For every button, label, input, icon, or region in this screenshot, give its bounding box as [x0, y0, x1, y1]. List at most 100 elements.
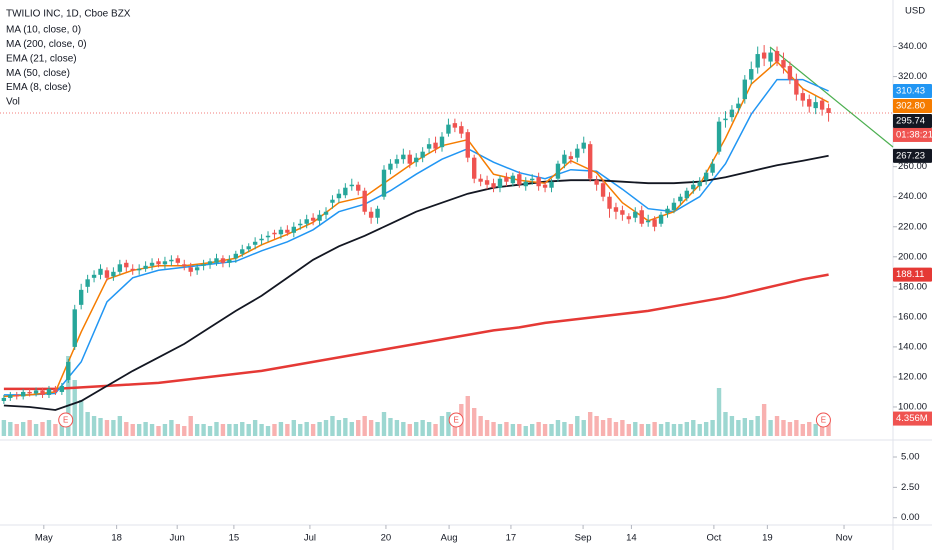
candle-body: [536, 177, 541, 187]
volume-bar: [156, 426, 161, 436]
candle-body: [446, 124, 451, 134]
y-tick-label: 260.00: [898, 161, 927, 172]
earnings-marker: [815, 412, 831, 428]
candle-body: [491, 183, 496, 188]
countdown-label: 01:38:21: [896, 129, 932, 140]
volume-bar: [600, 420, 606, 436]
volume-bar: [581, 420, 586, 436]
candle-body: [542, 184, 548, 188]
legend-entry: EMA (21, close): [6, 53, 77, 64]
volume-bar: [787, 422, 793, 436]
volume-bar: [1, 420, 7, 436]
candle-body: [671, 202, 677, 211]
volume-bar: [716, 388, 722, 436]
price-tag-label: 295.74: [896, 115, 925, 126]
volume-bar: [555, 420, 561, 436]
candle-body: [368, 211, 374, 218]
candle-body: [207, 261, 213, 265]
candle-body: [343, 187, 348, 196]
volume-bar: [53, 424, 58, 436]
x-tick-label: Aug: [441, 533, 458, 544]
candle-body: [633, 211, 638, 218]
volume-bar: [620, 420, 625, 436]
volume-bar: [175, 424, 181, 436]
candle-body: [156, 261, 161, 265]
candle-body: [459, 126, 464, 134]
legend-entry: EMA (8, close): [6, 82, 71, 93]
volume-bar: [323, 420, 329, 436]
volume-bar: [66, 356, 71, 436]
volume-bar: [91, 416, 97, 436]
candle-body: [1, 397, 7, 401]
volume-bar: [671, 424, 677, 436]
volume-bar: [124, 422, 129, 436]
volume-bar: [14, 424, 19, 436]
candle-body: [388, 163, 393, 170]
volume-bar: [497, 424, 503, 436]
y-tick-label: 160.00: [898, 311, 927, 322]
y-tick-label: 200.00: [898, 251, 927, 262]
volume-bar: [201, 424, 206, 436]
volume-bar: [684, 422, 690, 436]
volume-bar: [484, 420, 490, 436]
candle-body: [246, 246, 251, 250]
volume-bar: [304, 422, 309, 436]
volume-bar: [639, 424, 644, 436]
volume-bar: [356, 420, 361, 436]
volume-bar: [375, 422, 380, 436]
candle-body: [124, 262, 129, 268]
price-tag: [893, 113, 932, 128]
volume-bar: [658, 424, 664, 436]
candle-body: [188, 267, 193, 272]
candle-body: [420, 151, 425, 158]
candle-body: [555, 163, 561, 179]
x-tick-label: May: [35, 533, 53, 544]
legend-entry: MA (50, close): [6, 68, 70, 79]
candle-body: [607, 196, 612, 209]
volume-bar: [98, 418, 103, 436]
indicator-line: [3, 154, 829, 411]
candle-body: [407, 154, 412, 164]
volume-bar: [330, 416, 335, 436]
volume-bar: [381, 412, 387, 436]
candle-body: [304, 219, 309, 224]
volume-bar: [362, 416, 367, 436]
candle-body: [439, 136, 445, 148]
candle-body: [401, 154, 406, 160]
x-tick-label: Oct: [706, 533, 721, 544]
volume-bar: [736, 420, 741, 436]
candle-body: [478, 178, 483, 182]
volume-bar: [665, 422, 670, 436]
candle-body: [259, 238, 264, 241]
volume-bar: [343, 418, 348, 436]
x-tick-label: 20: [381, 533, 392, 544]
volume-bar: [607, 418, 612, 436]
candle-body: [581, 142, 586, 149]
candle-body: [761, 52, 767, 59]
candle-body: [201, 264, 206, 266]
candle-body: [330, 199, 335, 203]
candle-body: [652, 219, 657, 227]
candle-body: [27, 391, 32, 394]
volume-bar: [426, 422, 432, 436]
volume-bar: [246, 424, 251, 436]
volume-bar: [594, 416, 599, 436]
volume-bar: [826, 418, 831, 436]
candle-body: [72, 309, 77, 347]
volume-bar: [298, 424, 303, 436]
candle-body: [658, 214, 664, 224]
volume-bar: [401, 422, 406, 436]
candle-body: [787, 66, 793, 80]
candle-body: [800, 93, 805, 101]
volume-bar: [188, 416, 193, 436]
candle-body: [723, 118, 728, 121]
volume-bar: [761, 404, 767, 436]
volume-bar: [633, 422, 638, 436]
candle-body: [562, 154, 567, 164]
chart-title: TWILIO INC, 1D, Cboe BZX: [6, 9, 131, 20]
indicator-line: [3, 60, 829, 398]
volume-bar: [691, 420, 696, 436]
volume-bar: [446, 412, 451, 436]
candle-body: [549, 181, 554, 188]
